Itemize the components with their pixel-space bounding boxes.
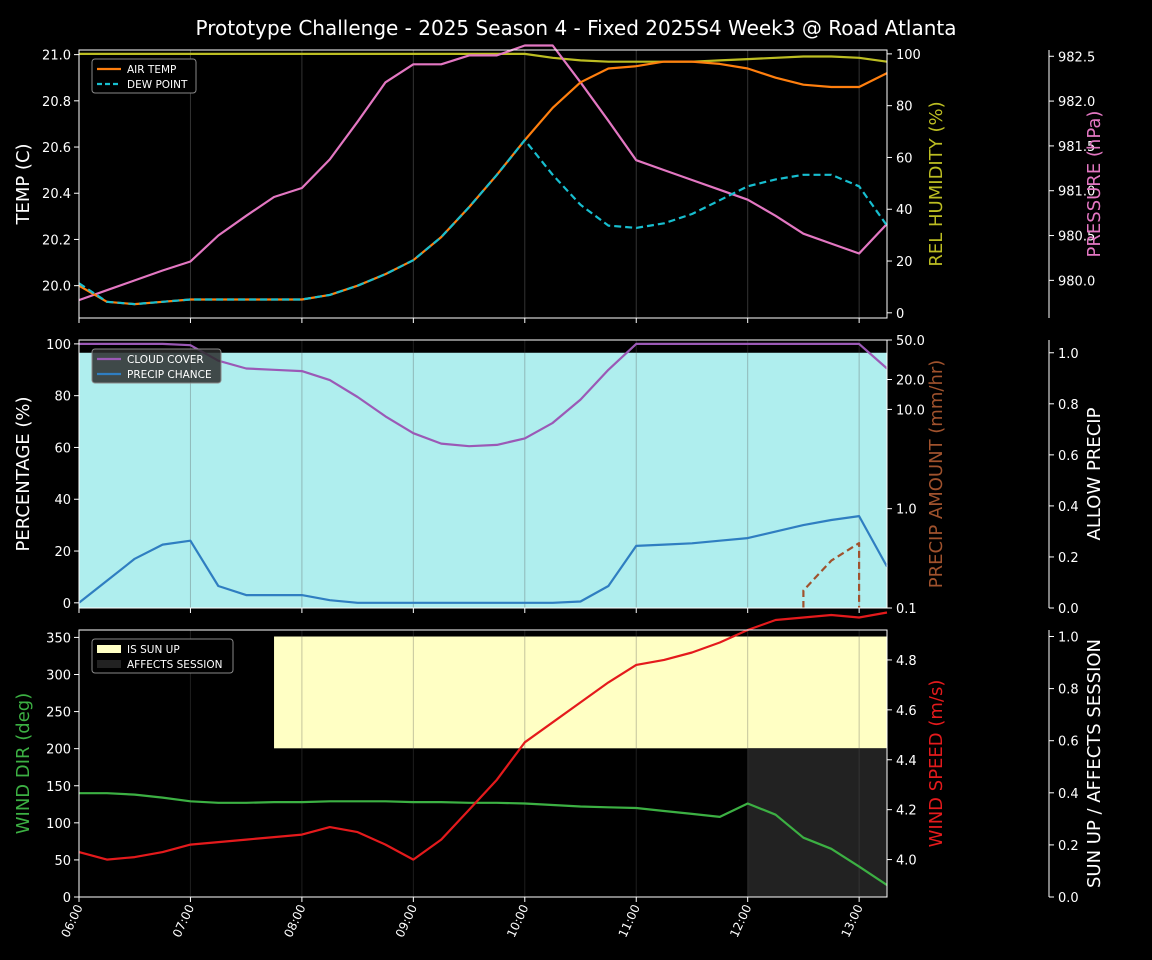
left-tick-label: 250	[46, 706, 71, 721]
x-tick-label: 06:00	[58, 902, 85, 939]
left-tick-label: 60	[54, 441, 71, 456]
far-tick-label: 981.5	[1058, 140, 1095, 155]
left-tick-label: 150	[46, 780, 71, 795]
left-tick-label: 200	[46, 743, 71, 758]
left-tick-label: 20.8	[42, 95, 71, 110]
right-tick-label: 50.0	[896, 334, 925, 349]
far-tick-label: 0.2	[1058, 839, 1079, 854]
right-axis-title: PRECIP AMOUNT (mm/hr)	[926, 360, 947, 589]
legend-label: AIR TEMP	[127, 64, 176, 76]
right-tick-label: 20.0	[896, 374, 925, 389]
left-tick-label: 20.6	[42, 141, 71, 156]
right-axis-title: WIND SPEED (m/s)	[926, 680, 947, 848]
far-tick-label: 982.5	[1058, 50, 1095, 65]
left-tick-label: 50	[54, 854, 71, 869]
far-axis-title: ALLOW PRECIP	[1084, 407, 1105, 540]
far-tick-label: 0.8	[1058, 683, 1079, 698]
far-tick-label: 1.0	[1058, 347, 1079, 362]
legend-label: IS SUN UP	[127, 644, 180, 656]
left-tick-label: 20	[54, 545, 71, 560]
legend-label: PRECIP CHANCE	[127, 369, 212, 381]
right-tick-label: 0.1	[896, 602, 917, 617]
affects-session-area	[747, 748, 887, 897]
pressure-line	[78, 44, 888, 302]
right-tick-label: 0	[896, 307, 904, 322]
right-tick-label: 40	[896, 203, 913, 218]
legend-box	[91, 348, 222, 384]
far-tick-label: 1.0	[1058, 631, 1079, 646]
far-tick-label: 0.2	[1058, 551, 1079, 566]
left-tick-label: 350	[46, 631, 71, 646]
left-axis-title: PERCENTAGE (%)	[13, 396, 34, 551]
left-axis-title: TEMP (C)	[13, 143, 34, 225]
x-tick-label: 08:00	[281, 902, 308, 939]
left-tick-label: 100	[46, 817, 71, 832]
far-axis-title: SUN UP / AFFECTS SESSION	[1084, 639, 1105, 888]
x-tick-label: 13:00	[839, 902, 866, 939]
right-tick-label: 60	[896, 151, 913, 166]
right-tick-label: 4.6	[896, 704, 917, 719]
right-tick-label: 4.8	[896, 654, 917, 669]
left-tick-label: 40	[54, 493, 71, 508]
x-tick-label: 12:00	[727, 902, 754, 939]
right-tick-label: 100	[896, 48, 921, 63]
left-tick-label: 0	[63, 891, 71, 906]
allow-precip-area	[79, 352, 887, 608]
right-tick-label: 20	[896, 255, 913, 270]
left-tick-label: 20.0	[42, 280, 71, 295]
wind-speed-line	[78, 611, 888, 861]
right-tick-label: 10.0	[896, 403, 925, 418]
precip-chance-line	[78, 514, 888, 604]
legend-swatch	[97, 645, 121, 653]
far-tick-label: 0.6	[1058, 735, 1079, 750]
legend-swatch	[97, 660, 121, 668]
sun-up-area	[274, 636, 887, 749]
plot-frame-0	[78, 49, 888, 319]
right-tick-label: 4.0	[896, 854, 917, 869]
wind-dir-line	[79, 792, 888, 887]
far-tick-label: 982.0	[1058, 95, 1095, 110]
x-tick-label: 10:00	[504, 902, 531, 939]
far-tick-label: 980.0	[1058, 274, 1095, 289]
chart-title: Prototype Challenge - 2025 Season 4 - Fi…	[195, 16, 956, 40]
far-tick-label: 981.0	[1058, 185, 1095, 200]
left-tick-label: 0	[63, 597, 71, 612]
left-tick-label: 21.0	[42, 49, 71, 64]
x-tick-label: 11:00	[616, 902, 643, 939]
far-tick-label: 0.6	[1058, 449, 1079, 464]
far-tick-label: 0.4	[1058, 500, 1079, 515]
x-tick-label: 09:00	[393, 902, 420, 939]
left-tick-label: 100	[46, 338, 71, 353]
legend-label: AFFECTS SESSION	[127, 659, 223, 671]
legend-box	[91, 638, 234, 674]
right-axis-title: REL HUMIDITY (%)	[926, 101, 947, 266]
right-tick-label: 4.2	[896, 804, 917, 819]
humidity-line	[79, 52, 888, 63]
right-tick-label: 80	[896, 100, 913, 115]
legend-label: CLOUD COVER	[127, 354, 204, 366]
left-tick-label: 20.4	[42, 187, 71, 202]
legend-label: DEW POINT	[127, 79, 188, 91]
far-axis-title: PRESSURE (hPa)	[1084, 111, 1105, 258]
left-tick-label: 80	[54, 390, 71, 405]
dew-point-line	[78, 139, 888, 306]
far-tick-label: 0.4	[1058, 787, 1079, 802]
far-tick-label: 0.0	[1058, 602, 1079, 617]
left-axis-title: WIND DIR (deg)	[13, 693, 34, 835]
far-tick-label: 0.8	[1058, 398, 1079, 413]
far-tick-label: 980.5	[1058, 230, 1095, 245]
left-tick-label: 20.2	[42, 233, 71, 248]
right-tick-label: 4.4	[896, 754, 917, 769]
x-tick-label: 07:00	[170, 902, 197, 939]
right-tick-label: 1.0	[896, 503, 917, 518]
precip-amount-line	[802, 541, 861, 608]
far-tick-label: 0.0	[1058, 891, 1079, 906]
left-tick-label: 300	[46, 669, 71, 684]
